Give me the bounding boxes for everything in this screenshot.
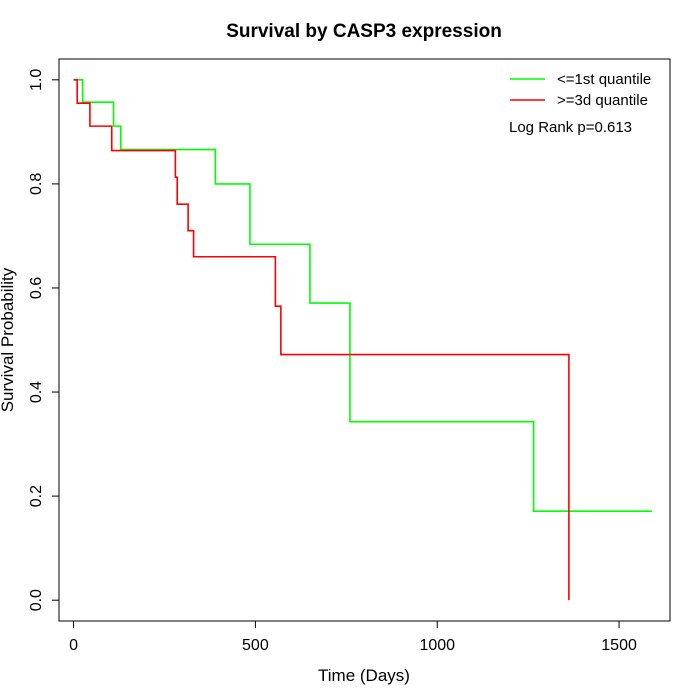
y-axis-label: Survival Probability [0,267,17,412]
log-rank-annotation: Log Rank p=0.613 [509,119,632,136]
series-layer [73,79,652,601]
y-tick-label: 0.8 [28,173,45,195]
legend-label: >=3d quantile [557,92,648,109]
x-tick-label: 1500 [601,637,637,654]
legend-label: <=1st quantile [557,71,651,88]
x-tick-label: 0 [69,637,78,654]
x-tick-label: 1000 [419,637,455,654]
x-tick-label: 500 [242,637,269,654]
legend: <=1st quantile >=3d quantile [510,71,651,109]
y-axis: 0.0 0.2 0.4 0.6 0.8 1.0 [28,69,60,611]
y-tick-label: 0.4 [28,381,45,403]
x-axis: 0 500 1000 1500 [69,620,637,654]
survival-curve-2 [73,79,570,601]
y-tick-label: 1.0 [28,69,45,91]
survival-curve-1 [73,79,652,513]
x-axis-label: Time (Days) [318,666,410,685]
plot-frame [58,58,671,622]
y-tick-label: 0.6 [28,277,45,299]
y-tick-label: 0.0 [28,589,45,611]
y-tick-label: 0.2 [28,485,45,507]
chart-title: Survival by CASP3 expression [226,21,502,42]
